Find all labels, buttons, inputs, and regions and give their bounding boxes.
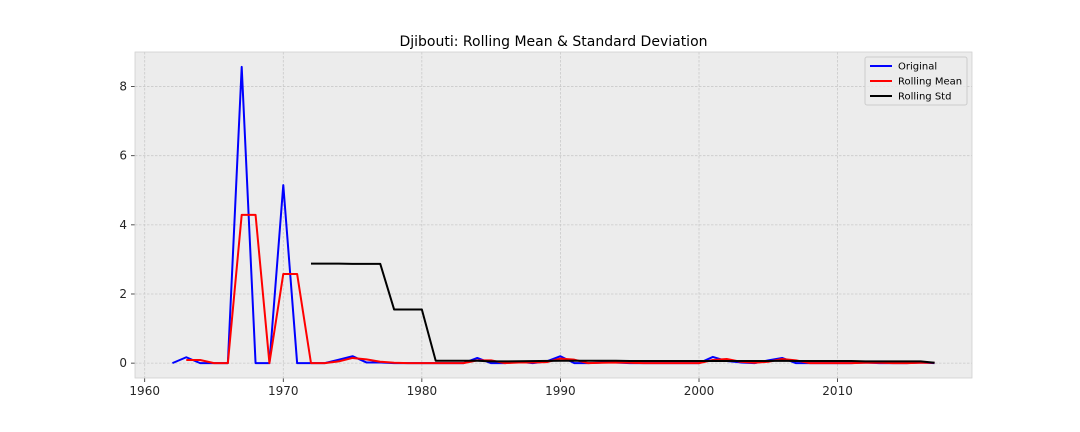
plot-frame xyxy=(134,51,973,379)
legend-rolling-mean-label: Rolling Mean xyxy=(898,77,962,88)
y-tick-label: 2 xyxy=(119,287,127,301)
x-tick-label: 1990 xyxy=(545,384,576,398)
x-tick-label: 1960 xyxy=(129,384,160,398)
y-tick-label: 6 xyxy=(119,149,127,163)
y-tick-label: 4 xyxy=(119,218,127,232)
x-tick-label: 2000 xyxy=(684,384,715,398)
series-layer xyxy=(172,65,935,365)
legend-box xyxy=(864,56,968,106)
rolling-std-line xyxy=(310,262,935,364)
y-tick-label: 8 xyxy=(119,80,127,94)
rolling-mean-line xyxy=(186,213,935,365)
plot-area xyxy=(135,52,972,378)
legend-original-label: Original xyxy=(898,62,937,73)
legend: Original Rolling Mean Rolling Std xyxy=(864,56,968,106)
x-tick-label: 1970 xyxy=(268,384,299,398)
axis-layer: 1960 1970 1980 1990 2000 2010 0 2 4 6 8 xyxy=(119,51,973,398)
legend-rolling-std-label: Rolling Std xyxy=(898,92,951,103)
chart-title: Djibouti: Rolling Mean & Standard Deviat… xyxy=(399,34,707,50)
x-tick-label: 1980 xyxy=(407,384,438,398)
x-tick-label: 2010 xyxy=(822,384,853,398)
y-tick-label: 0 xyxy=(119,356,127,370)
